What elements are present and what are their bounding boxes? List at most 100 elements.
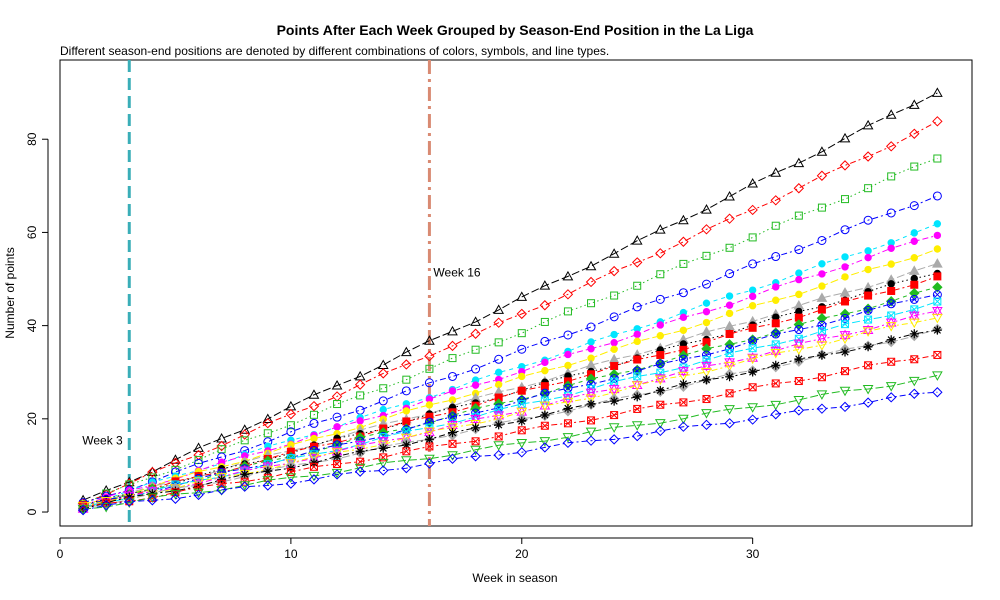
data-point: [770, 167, 782, 177]
data-point: [285, 400, 297, 411]
data-point: [724, 213, 735, 224]
data-point: [400, 433, 412, 444]
data-point: [424, 434, 434, 444]
data-point: [356, 417, 364, 425]
data-point: [354, 463, 366, 474]
series: [79, 350, 942, 511]
data-point: [308, 474, 320, 485]
data-point: [540, 336, 550, 346]
data-point: [725, 349, 734, 358]
data-point: [333, 400, 342, 409]
data-point: [587, 338, 595, 346]
data-point: [725, 243, 734, 252]
data-point: [771, 379, 780, 388]
series-line: [82, 286, 938, 509]
data-point: [747, 354, 759, 365]
data-point: [539, 442, 551, 453]
data-point: [679, 398, 688, 407]
series: [77, 258, 943, 512]
data-point: [910, 237, 918, 245]
data-point: [263, 429, 272, 438]
data-point: [725, 301, 734, 309]
data-point: [471, 364, 481, 374]
series-line: [82, 263, 938, 508]
data-point: [656, 400, 665, 409]
data-point: [909, 329, 919, 339]
data-point: [563, 330, 573, 340]
y-tick-label: 80: [25, 132, 39, 146]
data-point: [678, 236, 689, 247]
chart-title: Points After Each Week Grouped by Season…: [277, 22, 754, 38]
data-point: [447, 423, 458, 433]
data-point: [932, 282, 943, 293]
data-point: [239, 429, 250, 440]
data-point: [379, 384, 388, 393]
data-point: [193, 489, 204, 501]
data-point: [701, 409, 712, 419]
data-point: [817, 203, 826, 212]
data-point: [631, 421, 643, 431]
data-point: [470, 420, 481, 430]
data-point: [518, 372, 526, 381]
data-point: [771, 340, 780, 349]
data-point: [216, 440, 227, 452]
data-point: [539, 300, 551, 311]
data-point: [308, 471, 320, 482]
data-point: [932, 313, 943, 324]
data-point: [587, 345, 595, 353]
data-point: [308, 452, 320, 463]
data-point: [771, 221, 780, 230]
x-tick-label: 10: [284, 547, 298, 561]
data-point: [631, 381, 643, 391]
data-point: [402, 447, 411, 456]
data-point: [262, 480, 274, 491]
data-point: [725, 389, 734, 398]
data-point: [862, 384, 874, 395]
data-point: [933, 154, 942, 163]
data-point: [402, 407, 411, 415]
series-line: [82, 158, 938, 505]
data-point: [887, 280, 895, 288]
series: [77, 282, 943, 514]
data-point: [656, 332, 665, 340]
data-point: [862, 151, 874, 162]
data-point: [516, 407, 528, 418]
data-point: [608, 423, 620, 433]
data-point: [771, 360, 781, 370]
data-point: [678, 414, 689, 425]
data-point: [701, 419, 712, 431]
data-point: [841, 297, 850, 306]
data-point: [656, 270, 665, 279]
data-point: [864, 253, 872, 262]
data-point: [839, 334, 851, 345]
data-point: [610, 291, 619, 300]
series-line: [82, 248, 938, 505]
data-point: [424, 454, 435, 465]
data-point: [724, 339, 735, 350]
data-point: [354, 379, 366, 390]
data-point: [933, 350, 942, 359]
data-point: [840, 347, 850, 357]
data-point: [818, 282, 826, 290]
data-point: [100, 499, 112, 511]
data-point: [563, 403, 573, 413]
data-point: [678, 371, 689, 382]
data-point: [816, 403, 828, 414]
data-point: [147, 495, 158, 506]
data-point: [493, 414, 505, 425]
data-point: [424, 378, 434, 388]
data-point: [885, 382, 897, 392]
series-line: [82, 273, 938, 507]
data-point: [910, 229, 918, 237]
series-line: [82, 234, 938, 507]
data-point: [633, 404, 642, 413]
data-point: [424, 335, 435, 345]
data-point: [816, 170, 828, 181]
data-point: [862, 397, 874, 408]
data-point: [886, 335, 896, 345]
data-point: [331, 448, 343, 458]
series-line: [83, 328, 938, 508]
data-point: [262, 476, 274, 486]
series-line: [82, 317, 938, 507]
